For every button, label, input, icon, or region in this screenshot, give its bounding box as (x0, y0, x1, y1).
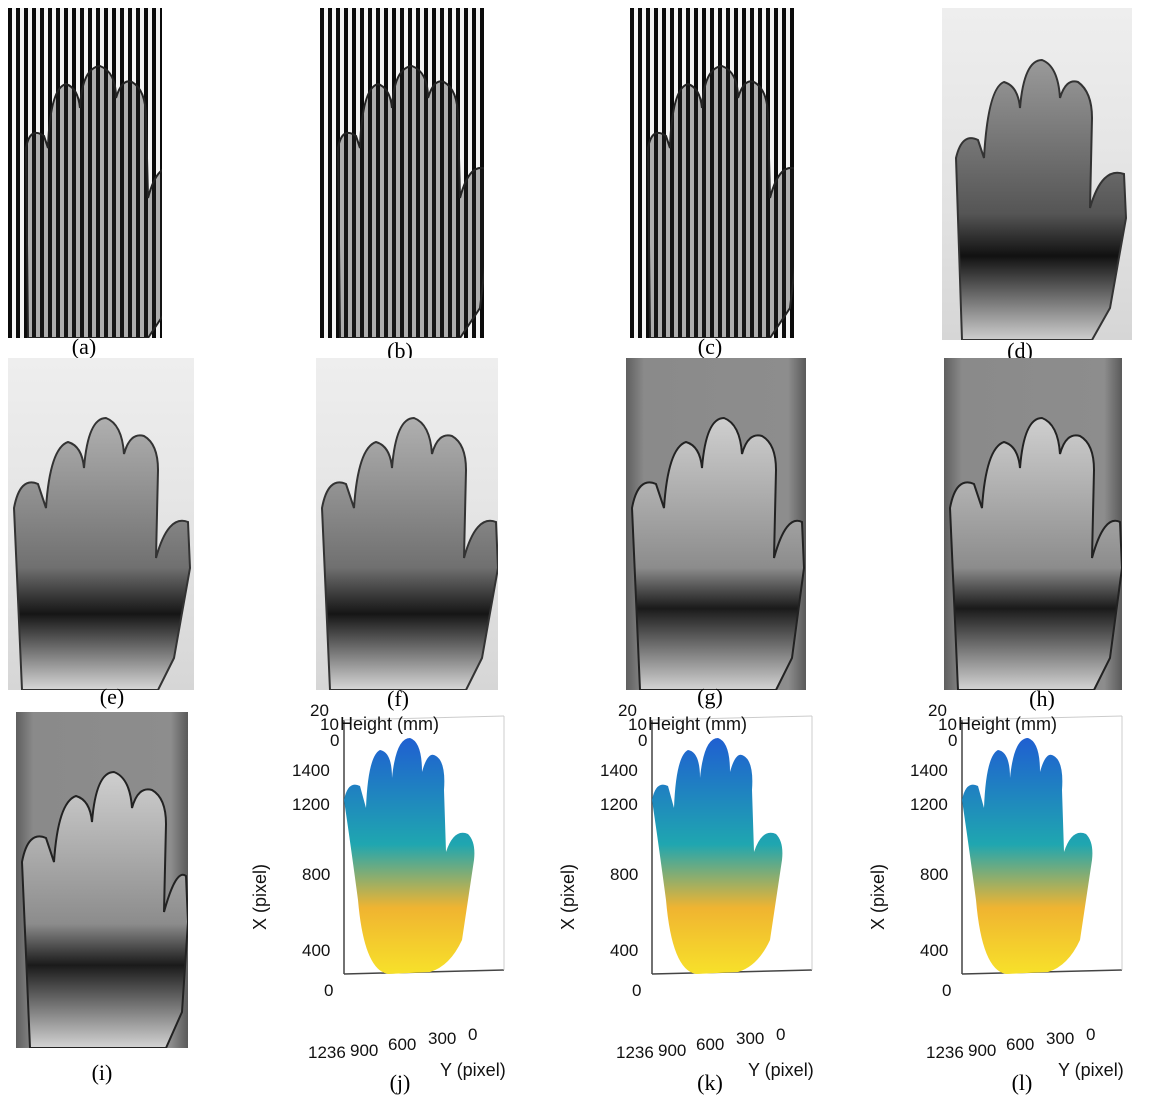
y-tick: 600 (388, 1035, 416, 1054)
plot-k: 20 10 0 Height (mm) 1400 1200 800 400 0 … (558, 701, 814, 1080)
caption-g: (g) (697, 684, 723, 709)
caption-f: (f) (387, 686, 409, 711)
x-tick: 1200 (910, 795, 948, 814)
caption-b: (b) (387, 338, 413, 363)
image-b-fringe (320, 8, 484, 338)
z-tick: 20 (310, 701, 329, 720)
hand-overlay (24, 64, 162, 338)
x-tick: 1400 (910, 761, 948, 780)
z-tick: 20 (618, 701, 637, 720)
x-tick: 400 (610, 941, 638, 960)
image-i-texture (16, 712, 188, 1048)
y-axis-label: Y (pixel) (440, 1060, 506, 1080)
x-tick: 1400 (600, 761, 638, 780)
y-tick: 900 (658, 1041, 686, 1060)
x-axis-label: X (pixel) (868, 864, 888, 930)
x-tick: 800 (302, 865, 330, 884)
z-tick: 10 (938, 715, 957, 734)
image-g-texture (626, 358, 806, 690)
hand-surface (344, 738, 475, 974)
plot-j: 20 10 0 Height (mm) 1400 1200 800 400 0 … (250, 701, 506, 1080)
hand-overlay (948, 416, 1122, 690)
y-tick: 300 (1046, 1029, 1074, 1048)
caption-d: (d) (1007, 338, 1033, 363)
y-tick: 300 (428, 1029, 456, 1048)
x-axis-label: X (pixel) (558, 864, 578, 930)
x-axis-label: X (pixel) (250, 864, 270, 930)
x-tick: 1200 (292, 795, 330, 814)
hand-overlay (336, 64, 484, 338)
z-tick: 0 (948, 731, 957, 750)
x-tick: 1200 (600, 795, 638, 814)
plot-l: 20 10 0 Height (mm) 1400 1200 800 400 0 … (868, 701, 1124, 1080)
hand-surface (652, 738, 783, 974)
y-axis-label: Y (pixel) (748, 1060, 814, 1080)
y-tick: 1236 (616, 1043, 654, 1062)
caption-i: (i) (91, 1060, 113, 1085)
z-tick: 10 (628, 715, 647, 734)
z-axis-label: Height (mm) (958, 714, 1057, 734)
hand-overlay (12, 416, 192, 690)
x-tick: 400 (920, 941, 948, 960)
y-tick: 900 (968, 1041, 996, 1060)
y-tick: 0 (776, 1025, 785, 1044)
z-tick: 0 (330, 731, 339, 750)
z-axis-label: Height (mm) (648, 714, 747, 734)
x-tick: 0 (942, 981, 951, 1000)
caption-c: (c) (697, 334, 723, 359)
x-tick: 0 (324, 981, 333, 1000)
image-d-texture (942, 8, 1132, 340)
z-axis-label: Height (mm) (340, 714, 439, 734)
caption-l: (l) (1011, 1070, 1033, 1095)
y-tick: 1236 (308, 1043, 346, 1062)
y-tick: 0 (468, 1025, 477, 1044)
hand-overlay (646, 64, 794, 338)
caption-j: (j) (389, 1070, 411, 1095)
image-h-texture (944, 358, 1122, 690)
image-c-fringe (630, 8, 794, 338)
image-f-texture (316, 358, 498, 690)
x-tick: 800 (920, 865, 948, 884)
y-axis-label: Y (pixel) (1058, 1060, 1124, 1080)
hand-surface (962, 738, 1093, 974)
z-tick: 0 (638, 731, 647, 750)
hand-overlay (630, 416, 806, 690)
x-tick: 800 (610, 865, 638, 884)
x-tick: 0 (632, 981, 641, 1000)
x-tick: 1400 (292, 761, 330, 780)
z-tick: 10 (320, 715, 339, 734)
y-tick: 300 (736, 1029, 764, 1048)
hand-overlay (954, 58, 1128, 340)
image-a-fringe (8, 8, 162, 338)
y-tick: 900 (350, 1041, 378, 1060)
y-tick: 600 (696, 1035, 724, 1054)
caption-k: (k) (697, 1070, 723, 1095)
y-tick: 600 (1006, 1035, 1034, 1054)
y-tick: 1236 (926, 1043, 964, 1062)
hand-overlay (20, 770, 188, 1048)
caption-h: (h) (1029, 686, 1055, 711)
z-tick: 20 (928, 701, 947, 720)
image-e-texture (8, 358, 194, 690)
x-tick: 400 (302, 941, 330, 960)
hand-overlay (320, 416, 498, 690)
caption-e: (e) (99, 684, 125, 709)
caption-a: (a) (71, 334, 97, 359)
y-tick: 0 (1086, 1025, 1095, 1044)
